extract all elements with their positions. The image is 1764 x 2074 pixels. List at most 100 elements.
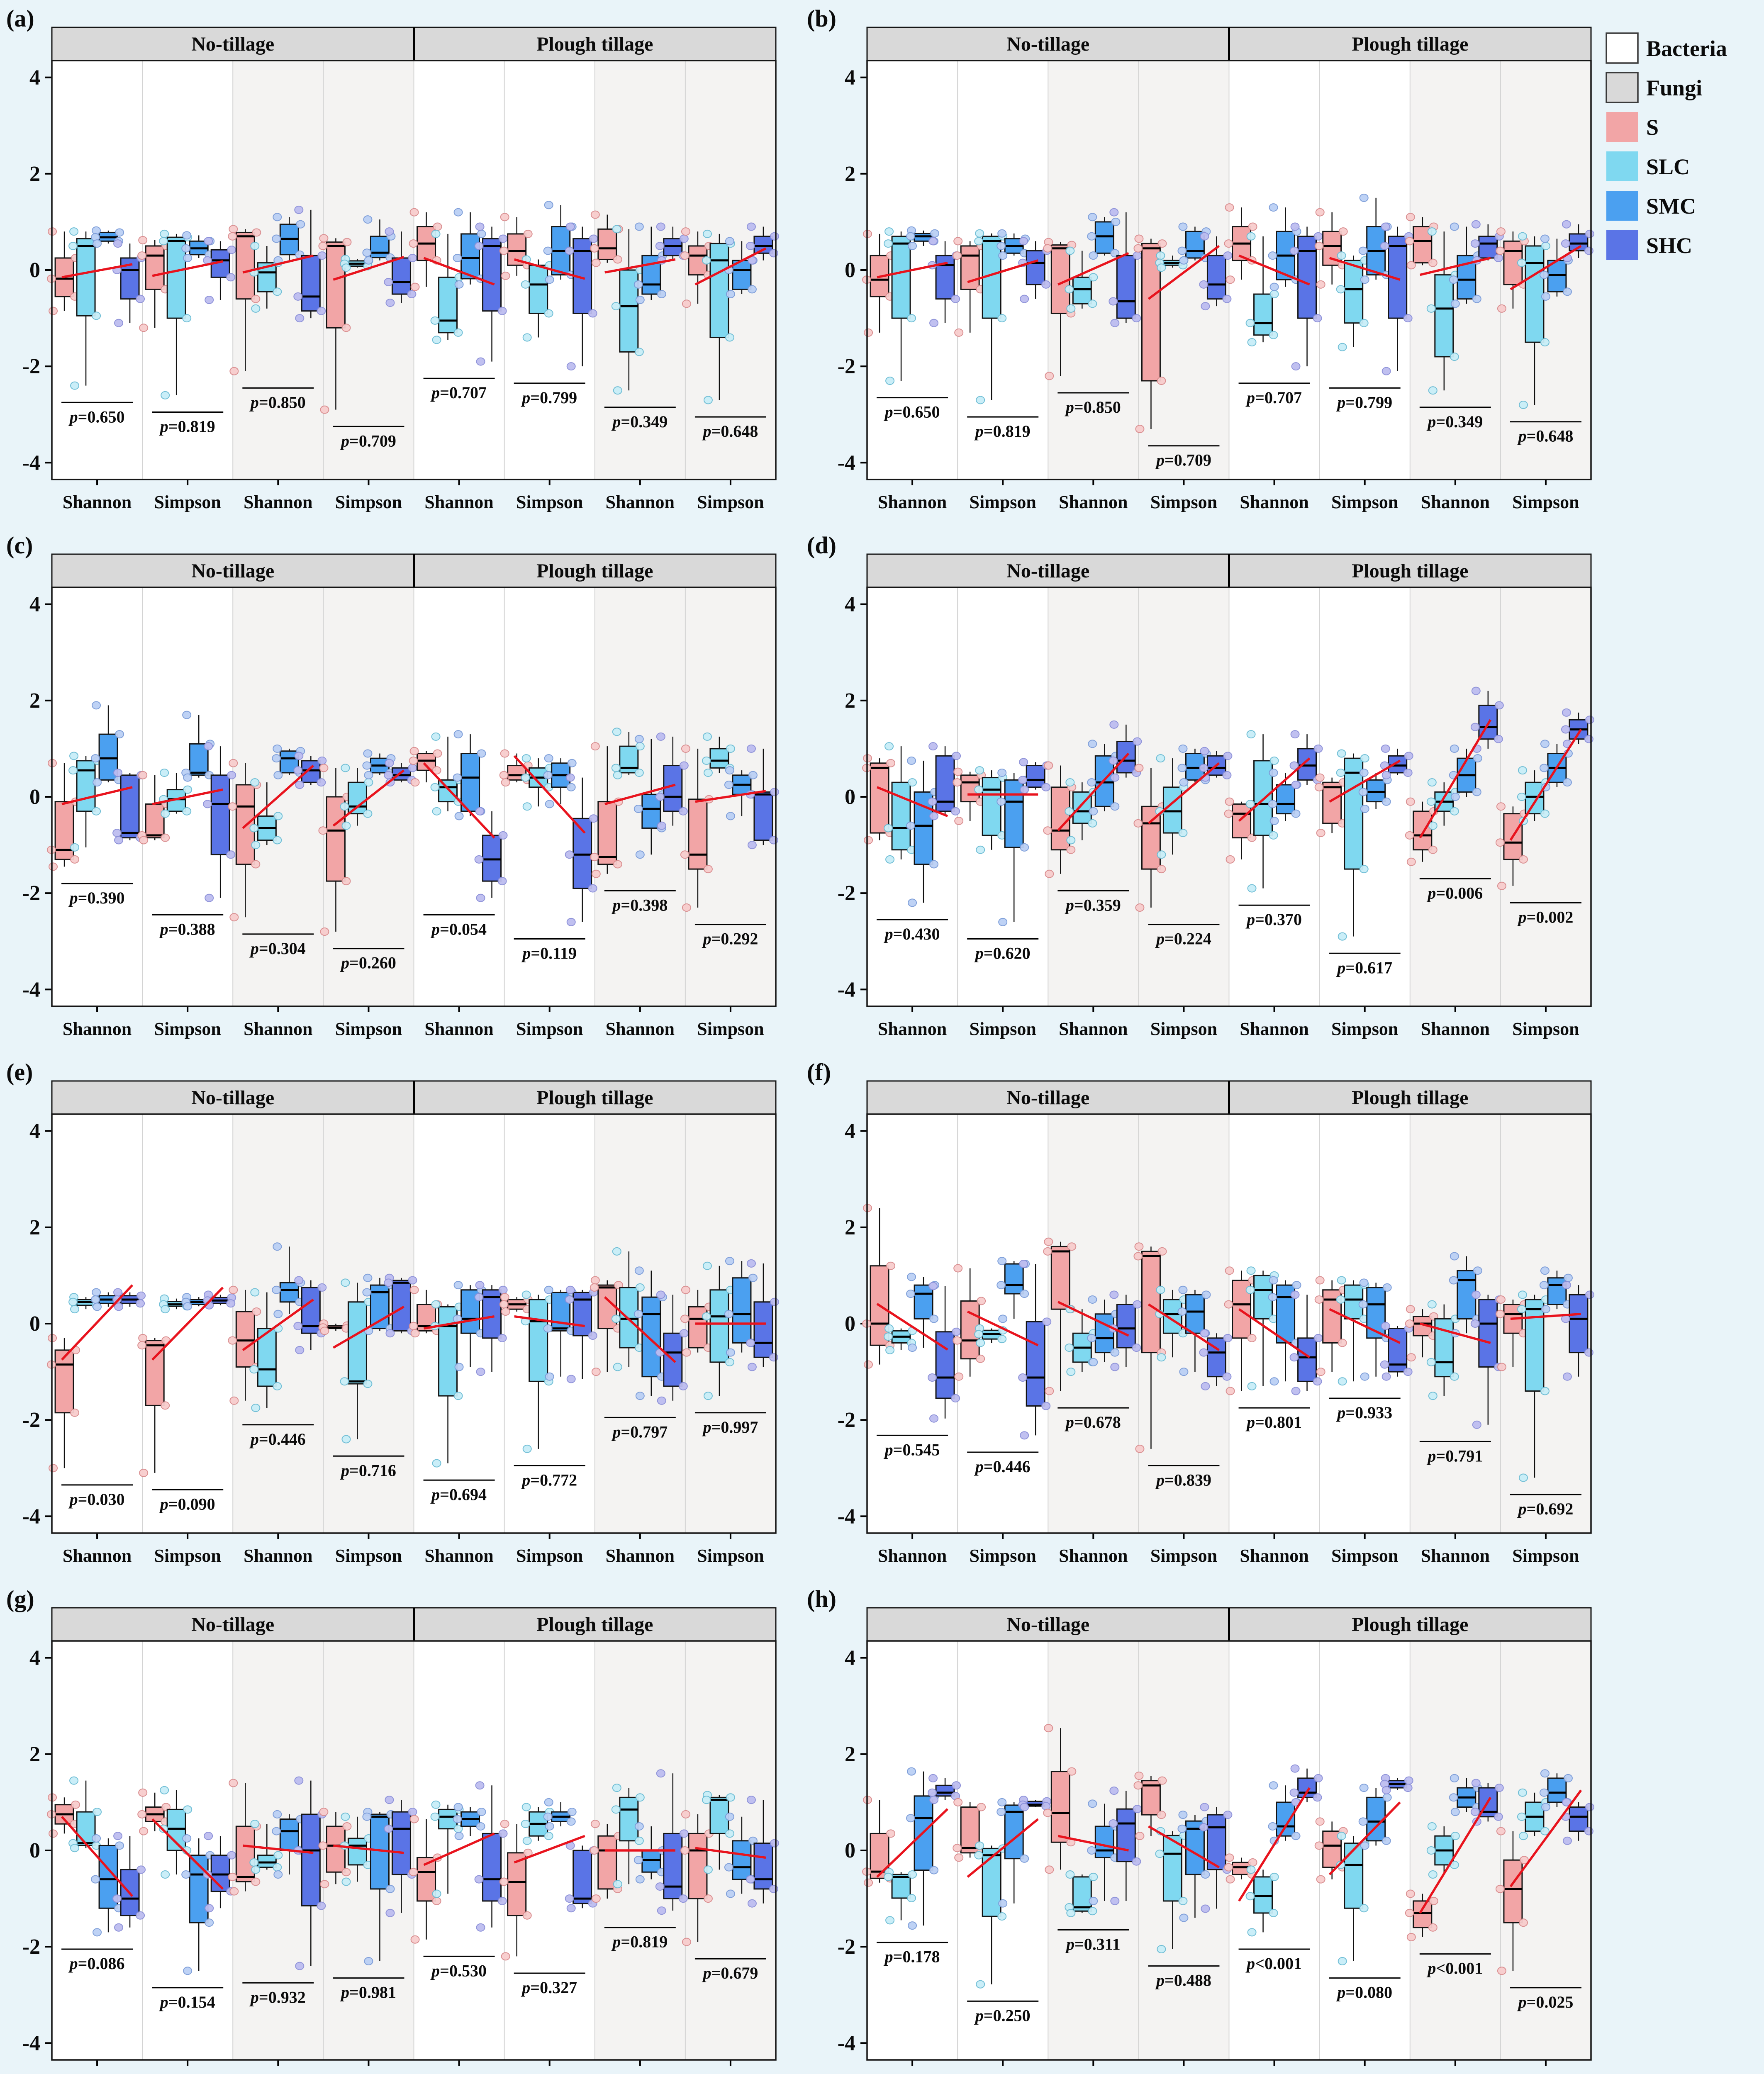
- panel-c-g0-SMC-data-point: [92, 701, 101, 710]
- panel-d-g0-SLC-data-point: [908, 778, 917, 787]
- panel-a-g5-trend-line: [514, 258, 585, 280]
- panel-b-g5-p-value: p=0.799: [1336, 393, 1392, 411]
- panel-f-g4-SMC-box: [1276, 1284, 1296, 1344]
- panel-e-g6-SHC-data-point: [656, 1290, 665, 1299]
- panel-g-g3-SHC-data-point: [384, 1824, 393, 1833]
- panel-c-g0-p-value: p=0.390: [68, 889, 125, 907]
- panel-e-g7-SHC-data-point: [747, 1363, 757, 1371]
- panel-c-g1-SHC-data-point: [226, 850, 236, 859]
- panel-d-g5-p-value: p=0.617: [1336, 958, 1392, 977]
- panel-b-g7-SLC-data-point: [1541, 241, 1550, 250]
- panel-f-g6-S-data-point: [1406, 1353, 1416, 1362]
- panel-g-g5-S-data-point: [499, 1877, 509, 1886]
- panel-b-g7-SLC-data-point: [1517, 258, 1526, 267]
- panel-a-g2-SMC-data-point: [272, 234, 281, 243]
- panel-b-g6-p-value: p=0.349: [1426, 412, 1483, 431]
- panel-b-y-tick-label: 2: [845, 162, 855, 186]
- panel-f-x-label-shannon: Shannon: [1059, 1546, 1128, 1566]
- panel-d-g3-trend-line: [1148, 762, 1220, 824]
- panel-f-y-tick-label: -4: [838, 1504, 855, 1528]
- panel-h-g1-SLC-data-point: [997, 1912, 1007, 1921]
- panel-a-g4-SHC-data-point: [476, 357, 485, 366]
- panel-e-g5-SHC-data-point: [566, 1375, 576, 1383]
- panel-d-y-tick-label: -2: [838, 881, 855, 905]
- panel-b-g2-SLC-data-point: [1089, 273, 1098, 282]
- panel-a-g2-SHC-box: [301, 255, 321, 312]
- panel-d-g2-SLC-box: [1072, 791, 1092, 824]
- panel-c-g4-S-box: [417, 753, 436, 771]
- panel-d-g3-SLC-data-point: [1157, 850, 1166, 859]
- panel-h-g3-SHC-box: [1206, 1814, 1226, 1870]
- panel-b-g0-SHC-data-point: [928, 237, 938, 246]
- panel-e-g7-SMC-data-point: [748, 1273, 758, 1282]
- panel-g-g7-SLC-data-point: [726, 1793, 735, 1802]
- panel-a-g4-SMC-data-point: [477, 229, 486, 238]
- panel-c-g7-SHC-data-point: [769, 836, 778, 845]
- panel-f-g7-trend-line: [1510, 1313, 1581, 1320]
- panel-g-g4-p-value: p=0.530: [430, 1961, 487, 1980]
- panel-f-g6-S-data-point: [1406, 1305, 1415, 1314]
- panel-b-header-no-tillage: No-tillage: [1006, 33, 1089, 55]
- legend-swatch-fungi: [1606, 72, 1639, 103]
- panel-e-g2-SLC-data-point: [250, 1288, 260, 1297]
- panel-g-g3-SMC-data-point: [385, 1884, 395, 1893]
- panel-e-g6-SLC-data-point: [611, 1315, 621, 1323]
- panel-g-g3-trend-line: [333, 1844, 404, 1854]
- panel-h-x-label-simpson: Simpson: [1512, 2072, 1579, 2074]
- panel-g-g5-S-data-point: [500, 1820, 509, 1828]
- panel-c-g3-SLC-data-point: [363, 809, 373, 818]
- panel-f-g1-p-value: p=0.446: [974, 1457, 1031, 1476]
- panel-e-header-plough-tillage: Plough tillage: [536, 1087, 653, 1109]
- panel-g-g5-SMC-data-point: [544, 1798, 553, 1806]
- panel-g-g5-SMC-data-point: [566, 1817, 576, 1826]
- panel-e-g0-SMC-data-point: [93, 1302, 102, 1311]
- panel-g-g1-SLC-data-point: [160, 1786, 169, 1794]
- panel-c-g5-trend-line: [513, 755, 586, 834]
- panel-a-g6-SLC-data-point: [613, 386, 622, 395]
- panel-d-g5-SLC-data-point: [1359, 865, 1369, 874]
- panel-g-y-tick-label: 0: [29, 1839, 40, 1862]
- panel-g-g3-SHC-data-point: [385, 1796, 394, 1804]
- panel-e-g7-SMC-data-point: [724, 1310, 733, 1318]
- panel-a-g7-SMC-data-point: [726, 290, 735, 299]
- panel-a-g1-SLC-data-point: [160, 229, 169, 238]
- panel-c-g1-SHC-data-point: [204, 742, 213, 751]
- panel-a-g2-SHC-data-point: [294, 205, 304, 214]
- panel-f-x-label-simpson: Simpson: [969, 1546, 1036, 1566]
- panel-a-g7-S-data-point: [682, 299, 691, 308]
- panel-d-g1-SLC-data-point: [976, 845, 985, 854]
- panel-c-x-label-simpson: Simpson: [154, 1019, 221, 1039]
- panel-h-g4-S-data-point: [1248, 1858, 1257, 1867]
- panel-e-g6-SHC-data-point: [657, 1396, 666, 1405]
- panel-b-g1-SLC-data-point: [975, 229, 984, 238]
- panel-f-g0-SLC-data-point: [884, 1332, 893, 1341]
- panel-c-g1-SMC-data-point: [182, 711, 192, 719]
- panel-a-g0-SHC-data-point: [114, 319, 124, 327]
- panel-e-g1-S-data-point: [139, 1468, 149, 1477]
- panel-f-g0-SMC-data-point: [906, 1290, 916, 1298]
- panel-e-g7-SHC-data-point: [769, 1353, 778, 1362]
- panel-e-g6-SLC-data-point: [612, 1247, 621, 1256]
- panel-f-g6-S-data-point: [1405, 1319, 1414, 1328]
- panel-c-g0-SHC-data-point: [112, 829, 122, 837]
- panel-a-g5-SHC-data-point: [588, 309, 597, 318]
- panel-h-g4-SHC-data-point: [1289, 1788, 1299, 1797]
- panel-e-g2-SHC-data-point: [294, 1276, 304, 1285]
- panel-h-g7-SLC-data-point: [1517, 1812, 1526, 1821]
- panel-g-g5-trend-line: [514, 1835, 585, 1864]
- panel-g-y-tick-label: 2: [29, 1743, 40, 1766]
- panel-b-g7-SMC-data-point: [1562, 287, 1572, 296]
- panel-d-g3-SHC-data-point: [1223, 752, 1233, 760]
- panel-h-g6-SHC-data-point: [1494, 1784, 1504, 1792]
- panel-a-g2-S-data-point: [229, 225, 238, 234]
- panel-g-g5-SLC-data-point: [521, 1820, 530, 1828]
- panel-h-g1-S-data-point: [953, 1798, 963, 1806]
- panel-f-g1-S-data-point: [953, 1264, 963, 1273]
- panel-h-header-plough-tillage: Plough tillage: [1352, 1614, 1468, 1636]
- panel-a-g2-SHC-data-point: [317, 251, 327, 260]
- panel-h-g1-SMC-data-point: [997, 1798, 1007, 1806]
- panel-b-g4-SHC-data-point: [1290, 222, 1300, 231]
- panel-f-g3-SMC-box: [1185, 1294, 1205, 1334]
- panel-g-g3-S-data-point: [320, 1880, 329, 1889]
- panel-a-g3-SMC-box: [370, 236, 390, 258]
